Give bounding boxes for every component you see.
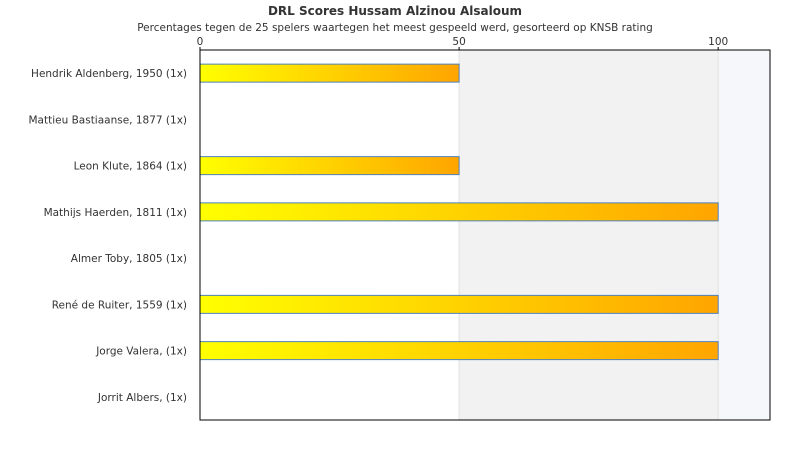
y-category-label: Leon Klute, 1864 (1x) (74, 161, 187, 173)
y-axis-labels: Hendrik Aldenberg, 1950 (1x) Mattieu Bast… (28, 68, 187, 404)
y-category-label: René de Ruiter, 1559 (1x) (52, 299, 187, 311)
background-bands (200, 50, 770, 420)
y-category-label: Almer Toby, 1805 (1x) (71, 253, 187, 265)
bar-3 (199, 202, 719, 222)
x-axis-ticks: 0 50 100 (197, 36, 728, 50)
background-band-2 (718, 50, 770, 420)
bar-0 (199, 63, 460, 83)
y-category-label: Jorge Valera, (1x) (95, 346, 187, 358)
x-tick-label: 50 (452, 36, 465, 48)
y-category-label: Hendrik Aldenberg, 1950 (1x) (31, 68, 187, 80)
y-category-label: Mattieu Bastiaanse, 1877 (1x) (28, 114, 187, 126)
chart-title: DRL Scores Hussam Alzinou Alsaloum (267, 4, 523, 18)
plot-frame (199, 49, 771, 421)
plot-border (199, 49, 771, 421)
bar-2 (199, 156, 460, 176)
chart-subtitle: Percentages tegen de 25 spelers waartege… (137, 22, 653, 34)
background-band-0 (200, 50, 460, 420)
background-band-1 (459, 50, 719, 420)
y-category-label: Jorrit Albers, (1x) (97, 392, 187, 404)
x-tick-label: 100 (708, 36, 728, 48)
bar-6 (199, 341, 719, 361)
bar-5 (199, 294, 719, 314)
y-category-label: Mathijs Haerden, 1811 (1x) (44, 207, 187, 219)
bars (199, 63, 719, 361)
x-tick-label: 0 (197, 36, 204, 48)
